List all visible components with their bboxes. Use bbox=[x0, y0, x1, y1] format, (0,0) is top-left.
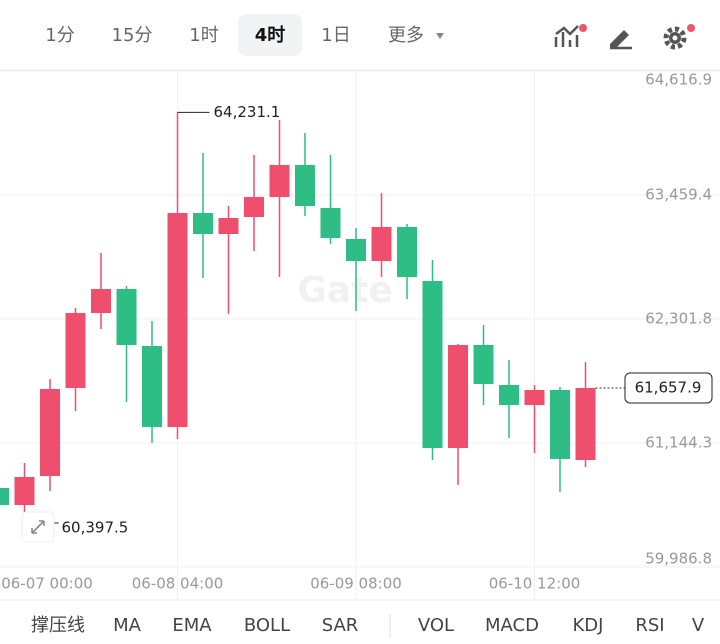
indicator-tab[interactable]: SAR bbox=[322, 615, 359, 636]
candle-body bbox=[269, 165, 290, 198]
candle-body bbox=[422, 281, 443, 449]
candle-body bbox=[91, 288, 111, 314]
high-marker-label: 64,231.1 bbox=[214, 103, 281, 121]
interval-tab[interactable]: 1日 bbox=[321, 25, 350, 46]
candle-body bbox=[40, 389, 60, 477]
indicator-tab[interactable]: KDJ bbox=[573, 615, 604, 636]
candle-body bbox=[193, 213, 213, 235]
x-tick-label: 06-10 12:00 bbox=[489, 575, 581, 593]
interval-tab[interactable]: 更多 bbox=[388, 25, 424, 46]
indicator-icon[interactable] bbox=[554, 24, 587, 47]
last-price-box bbox=[624, 372, 713, 404]
last-price-label: 61,657.9 bbox=[635, 378, 702, 396]
candle-body bbox=[550, 390, 570, 460]
candle-body bbox=[524, 390, 545, 406]
candle-body bbox=[116, 288, 137, 346]
indicator-tab[interactable]: MA bbox=[113, 615, 142, 636]
y-tick-label: 62,301.8 bbox=[645, 310, 712, 328]
candle-body bbox=[167, 213, 188, 428]
candle-body bbox=[371, 227, 392, 262]
candle-body bbox=[448, 345, 468, 449]
candle-body bbox=[575, 387, 596, 461]
candle-body bbox=[320, 208, 341, 238]
y-tick-label: 61,144.3 bbox=[645, 434, 712, 452]
x-tick-label: 06-09 08:00 bbox=[310, 575, 402, 593]
indicator-tab[interactable]: EMA bbox=[172, 615, 212, 636]
indicator-tab[interactable]: V bbox=[692, 615, 705, 636]
candle-body bbox=[65, 313, 86, 389]
low-marker-label: 60,397.5 bbox=[62, 519, 129, 537]
candle-body bbox=[397, 227, 417, 278]
expand-icon[interactable] bbox=[21, 511, 55, 543]
indicator-tab[interactable]: BOLL bbox=[244, 615, 290, 636]
candle-body bbox=[499, 385, 519, 406]
x-tick-label: 06-07 00:00 bbox=[1, 575, 93, 593]
indicator-tab[interactable]: VOL bbox=[418, 615, 454, 636]
interval-tab[interactable]: 15分 bbox=[112, 25, 153, 46]
indicator-tab[interactable]: RSI bbox=[635, 615, 664, 636]
draw-icon[interactable] bbox=[610, 30, 632, 50]
interval-tab[interactable]: 1时 bbox=[189, 25, 218, 46]
x-tick-label: 06-08 04:00 bbox=[132, 575, 224, 593]
candle-body bbox=[244, 197, 264, 218]
interval-tab[interactable]: 4时 bbox=[255, 25, 286, 46]
candle-body bbox=[0, 488, 9, 506]
watermark: Gate bbox=[297, 270, 392, 311]
y-tick-label: 59,986.8 bbox=[645, 550, 712, 568]
settings-icon[interactable] bbox=[663, 24, 695, 50]
candle-body bbox=[142, 346, 162, 428]
candle-body bbox=[346, 239, 366, 262]
y-tick-label: 63,459.4 bbox=[645, 185, 712, 203]
dropdown-arrow bbox=[436, 33, 444, 39]
candle-body bbox=[218, 217, 239, 235]
active-tab-bg bbox=[238, 14, 302, 56]
y-tick-label: 64,616.9 bbox=[645, 71, 712, 89]
candle-body bbox=[14, 477, 35, 506]
candle-body bbox=[295, 165, 315, 206]
candle-body bbox=[473, 345, 494, 385]
interval-tab[interactable]: 1分 bbox=[45, 25, 74, 46]
indicator-tab[interactable]: MACD bbox=[485, 615, 539, 636]
indicator-tab[interactable]: 撑压线 bbox=[31, 615, 85, 636]
